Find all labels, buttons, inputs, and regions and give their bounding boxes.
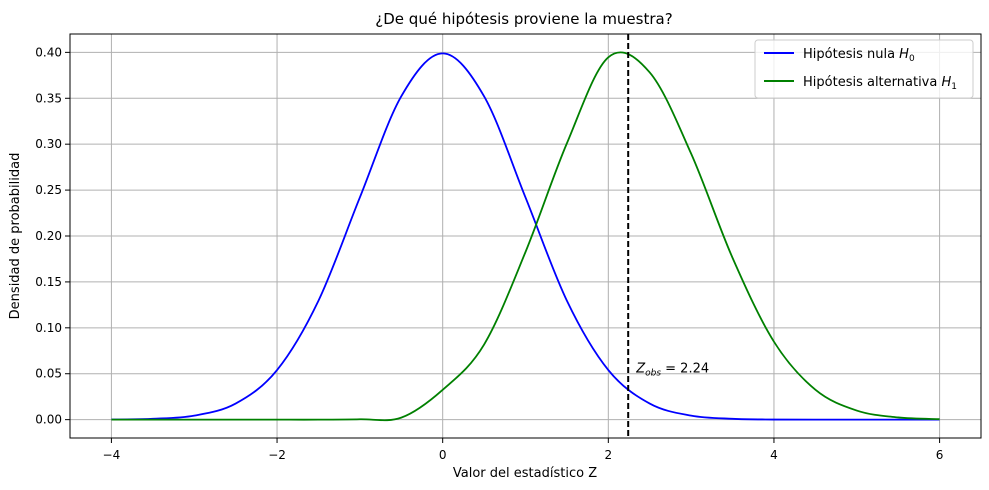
observed-z-annotation: Zobs = 2.24 [635, 362, 709, 379]
legend: Hipótesis nula H0 Hipótesis alternativa … [754, 39, 974, 99]
chart-title: ¿De qué hipótesis proviene la muestra? [375, 10, 672, 28]
y-tick-label: 0.30 [35, 137, 62, 151]
x-tick-label: 2 [604, 448, 612, 462]
legend-box [754, 39, 974, 99]
y-axis-label: Densidad de probabilidad [8, 153, 23, 320]
series-line-null-hypothesis [111, 52, 940, 421]
legend-label-null: Hipótesis nula H0 [803, 47, 915, 64]
y-tick-label: 0.20 [35, 229, 62, 243]
y-tick-label: 0.10 [35, 321, 62, 335]
x-tick-label: 4 [770, 448, 778, 462]
y-tick-label: 0.00 [35, 413, 62, 427]
y-tick-label: 0.40 [35, 45, 62, 59]
x-tick-label: −4 [103, 448, 121, 462]
y-tick-label: 0.15 [35, 275, 62, 289]
y-tick-label: 0.25 [35, 183, 62, 197]
series-line-alternative-hypothesis [111, 51, 940, 422]
y-tick-label: 0.35 [35, 91, 62, 105]
legend-label-alternative: Hipótesis alternativa H1 [803, 75, 957, 92]
x-tick-label: 6 [936, 448, 944, 462]
x-tick-label: −2 [268, 448, 286, 462]
y-tick-label: 0.05 [35, 367, 62, 381]
x-tick-label: 0 [439, 448, 447, 462]
x-axis-label: Valor del estadístico Z [453, 466, 597, 481]
